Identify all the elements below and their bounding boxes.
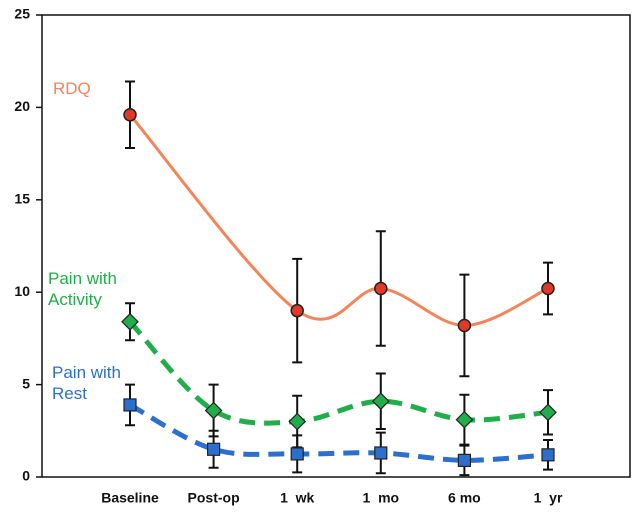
marker — [204, 401, 223, 420]
marker — [121, 312, 139, 331]
marker — [539, 403, 557, 422]
marker — [541, 448, 555, 462]
series-label: Pain with Activity — [48, 269, 117, 309]
x-tick-label: Baseline — [101, 490, 159, 506]
marker — [457, 318, 472, 333]
x-tick-label: 1 wk — [280, 490, 314, 506]
series-label: Pain with Rest — [52, 363, 121, 403]
marker — [371, 392, 390, 411]
marker — [290, 303, 304, 318]
marker — [457, 453, 471, 467]
marker — [290, 447, 304, 461]
y-tick-label: 5 — [22, 375, 30, 391]
x-tick-label: Post-op — [188, 490, 240, 506]
y-tick-label: 25 — [14, 6, 30, 22]
series-line — [128, 113, 549, 327]
x-tick-label: 1 mo — [363, 490, 400, 506]
marker — [123, 108, 137, 122]
marker — [123, 398, 137, 412]
series-line — [128, 320, 549, 426]
marker — [455, 410, 474, 429]
series-label: RDQ — [53, 79, 91, 98]
plot-frame — [41, 14, 631, 478]
x-tick-label: 1 yr — [534, 490, 563, 506]
y-tick-label: 0 — [22, 468, 30, 484]
marker — [207, 442, 221, 456]
x-tick-label: 6 mo — [448, 490, 481, 506]
marker — [288, 412, 307, 431]
series-line — [128, 402, 549, 463]
y-tick-label: 10 — [14, 283, 30, 299]
marker — [541, 281, 555, 296]
y-tick-label: 20 — [14, 98, 30, 114]
marker — [374, 446, 388, 460]
y-tick-label: 15 — [14, 191, 30, 207]
marker — [374, 281, 388, 296]
